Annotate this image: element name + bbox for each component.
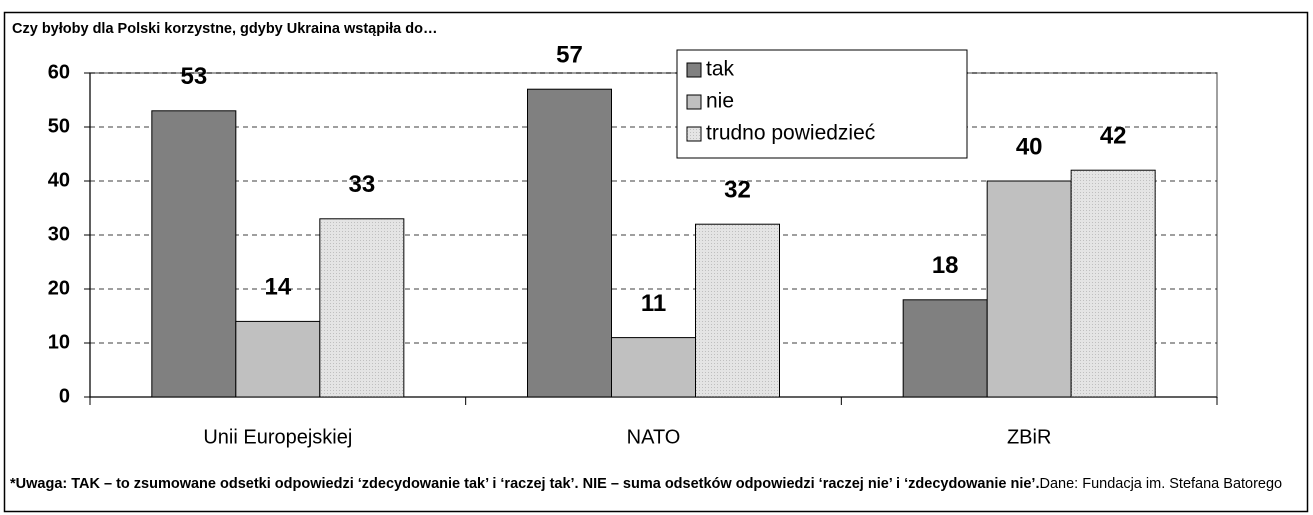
bar <box>986 180 1072 398</box>
data-label: 42 <box>1100 123 1127 150</box>
y-tick-label: 40 <box>48 169 70 191</box>
legend-label: trudno powiedzieć <box>706 122 875 145</box>
legend-swatch <box>686 94 702 110</box>
y-tick-label: 20 <box>48 277 70 299</box>
bar <box>527 88 612 398</box>
footnote: *Uwaga: TAK – to zsumowane odsetki odpow… <box>10 475 1302 493</box>
source: Dane: Fundacja im. Stefana Batorego <box>1039 476 1283 492</box>
bar <box>611 337 696 398</box>
legend-swatch <box>686 62 702 78</box>
legend-label: tak <box>706 58 735 81</box>
data-label: 53 <box>180 63 207 90</box>
x-tick-label: NATO <box>627 426 681 448</box>
data-label: 11 <box>641 290 666 317</box>
data-label: 18 <box>932 252 959 279</box>
bar-texture <box>695 224 780 397</box>
x-tick-label: ZBiR <box>1007 426 1051 448</box>
footnote-text: *Uwaga: TAK – to zsumowane odsetki odpow… <box>10 476 1040 492</box>
bar <box>151 110 237 398</box>
bar-texture <box>319 218 404 397</box>
y-tick-label: 60 <box>48 61 70 83</box>
legend <box>676 49 968 159</box>
legend-swatch-texture <box>687 127 701 141</box>
data-label: 40 <box>1016 133 1043 160</box>
y-tick-label: 10 <box>48 331 70 353</box>
bar <box>235 320 321 398</box>
legend-label: nie <box>706 90 734 113</box>
chart-title: Czy byłoby dla Polski korzystne, gdyby U… <box>12 21 437 37</box>
data-label: 14 <box>264 274 291 301</box>
data-label: 33 <box>348 171 375 198</box>
bar <box>902 299 988 398</box>
y-tick-label: 50 <box>48 115 70 137</box>
data-label: 57 <box>556 42 583 69</box>
data-label: 32 <box>724 177 751 204</box>
bar-texture <box>1071 170 1156 397</box>
y-tick-label: 0 <box>59 385 70 407</box>
frame <box>3 11 1309 513</box>
y-tick-label: 30 <box>48 223 70 245</box>
x-tick-label: Unii Europejskiej <box>203 426 352 448</box>
